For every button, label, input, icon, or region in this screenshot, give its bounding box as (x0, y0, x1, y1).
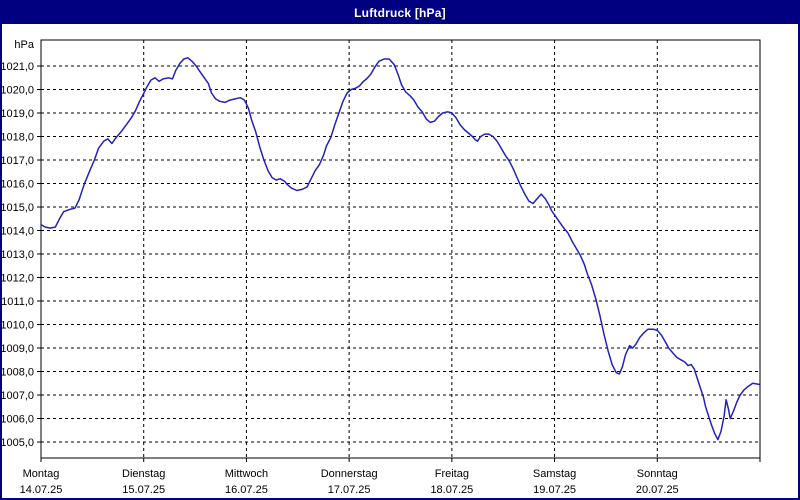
y-tick-label: 1016,0 (2, 179, 34, 191)
x-date-label: 18.07.25 (430, 484, 473, 496)
x-day-label: Dienstag (122, 468, 165, 480)
x-day-label: Samstag (533, 468, 576, 480)
y-tick-label: 1015,0 (2, 202, 34, 214)
x-date-label: 17.07.25 (328, 484, 371, 496)
y-tick-label: 1005,0 (2, 437, 34, 449)
y-tick-label: 1021,0 (2, 61, 34, 73)
x-day-label: Mittwoch (225, 468, 268, 480)
y-axis-unit-label: hPa (14, 39, 34, 51)
y-tick-label: 1006,0 (2, 414, 34, 426)
y-tick-label: 1020,0 (2, 85, 34, 97)
y-tick-label: 1007,0 (2, 390, 34, 402)
x-day-label: Sonntag (637, 468, 678, 480)
pressure-series-line (40, 57, 760, 441)
y-tick-label: 1008,0 (2, 367, 34, 379)
y-tick-label: 1011,0 (2, 296, 34, 308)
x-day-label: Donnerstag (321, 468, 378, 480)
y-tick-label: 1009,0 (2, 343, 34, 355)
pressure-line-chart: 1021,0 1020,0 1019,0 1018,0 1017,0 1016,0 1015… (2, 39, 761, 496)
x-date-label: 15.07.25 (122, 484, 165, 496)
chart-area: 1021,0 1020,0 1019,0 1018,0 1017,0 1016,0 1015… (2, 24, 798, 498)
window-title: Luftdruck [hPa] (354, 6, 446, 20)
x-date-label: 20.07.25 (636, 484, 679, 496)
x-day-label: Freitag (435, 468, 469, 480)
y-tick-label: 1014,0 (2, 226, 34, 238)
y-tick-label: 1010,0 (2, 320, 34, 332)
title-bar: Luftdruck [hPa] (2, 2, 798, 24)
y-tick-label: 1017,0 (2, 155, 34, 167)
x-date-label: 16.07.25 (225, 484, 268, 496)
x-date-label: 14.07.25 (20, 484, 63, 496)
x-day-label: Montag (23, 468, 60, 480)
x-date-label: 19.07.25 (533, 484, 576, 496)
y-tick-label: 1013,0 (2, 249, 34, 261)
plot-border (40, 39, 761, 459)
y-tick-label: 1018,0 (2, 132, 34, 144)
y-tick-label: 1012,0 (2, 273, 34, 285)
y-tick-label: 1019,0 (2, 108, 34, 120)
